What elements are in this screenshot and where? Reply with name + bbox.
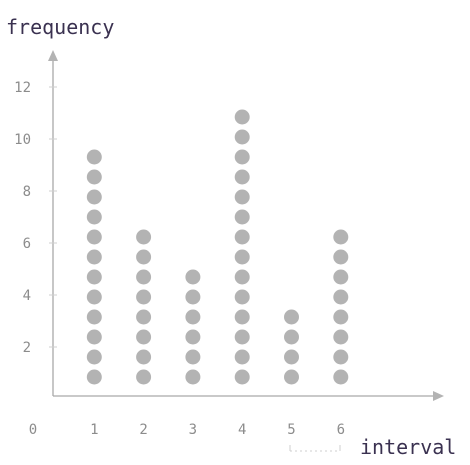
data-dot	[185, 289, 201, 305]
data-dot	[234, 329, 250, 345]
data-dot	[284, 329, 299, 345]
y-tick-label: 10	[14, 132, 31, 148]
data-dot	[333, 309, 349, 325]
data-dot	[234, 229, 250, 245]
data-dot	[136, 289, 152, 305]
data-dot	[333, 289, 349, 305]
data-dot	[234, 289, 250, 305]
x-tick-label: 5	[287, 422, 295, 438]
data-dot	[86, 249, 102, 265]
data-dot	[136, 269, 152, 285]
data-dot	[234, 249, 250, 265]
data-dot	[333, 229, 349, 245]
data-dot	[234, 169, 250, 185]
data-dot	[86, 229, 102, 245]
x-axis-arrow	[433, 391, 444, 401]
y-tick-label: 4	[23, 288, 31, 304]
x-axis-label: interval	[360, 435, 456, 459]
y-tick-label: 2	[23, 340, 31, 356]
data-dot	[86, 329, 102, 345]
x-tick-label: 3	[189, 422, 197, 438]
data-dot	[136, 249, 152, 265]
data-dot	[185, 369, 201, 385]
data-dot	[136, 329, 152, 345]
data-dot	[86, 289, 102, 305]
y-tick-label: 6	[23, 236, 31, 252]
x-tick-label: 1	[90, 422, 98, 438]
y-axis-label: frequency	[6, 15, 114, 39]
data-dot	[185, 269, 201, 285]
data-dot	[234, 269, 250, 285]
data-dot	[86, 309, 102, 325]
data-dot	[136, 309, 152, 325]
data-dot	[185, 309, 201, 325]
data-dot	[185, 349, 201, 365]
data-dot	[86, 169, 102, 185]
data-dot	[86, 149, 102, 165]
data-dot	[136, 229, 152, 245]
data-dot	[136, 369, 152, 385]
data-dot	[333, 349, 349, 365]
data-dot	[86, 189, 102, 205]
data-dot	[284, 309, 299, 325]
x-tick-group: 0 1 2 3 4 5 6	[29, 422, 345, 438]
data-dot	[234, 349, 250, 365]
dot-group	[86, 109, 349, 385]
y-tick-group: 2 4 6 8 10 12	[14, 80, 57, 356]
data-dot	[234, 109, 250, 125]
data-dot	[234, 309, 250, 325]
y-tick-label: 12	[14, 80, 31, 96]
x-tick-label: 4	[238, 422, 246, 438]
data-dot	[284, 349, 299, 365]
data-dot	[234, 129, 250, 145]
data-dot	[333, 369, 349, 385]
data-dot	[86, 369, 102, 385]
data-dot	[136, 349, 152, 365]
y-axis-arrow	[48, 50, 58, 61]
data-dot	[333, 249, 349, 265]
data-dot	[86, 209, 102, 225]
data-dot	[234, 369, 250, 385]
x-tick-label: 0	[29, 422, 37, 438]
data-dot	[333, 269, 349, 285]
x-tick-label: 2	[139, 422, 147, 438]
x-tick-label: 6	[337, 422, 345, 438]
data-dot	[86, 269, 102, 285]
y-tick-label: 8	[23, 184, 31, 200]
data-dot	[86, 349, 102, 365]
data-dot	[333, 329, 349, 345]
data-dot	[284, 369, 299, 385]
data-dot	[185, 329, 201, 345]
data-dot	[234, 209, 250, 225]
data-dot	[234, 149, 250, 165]
data-dot	[234, 189, 250, 205]
